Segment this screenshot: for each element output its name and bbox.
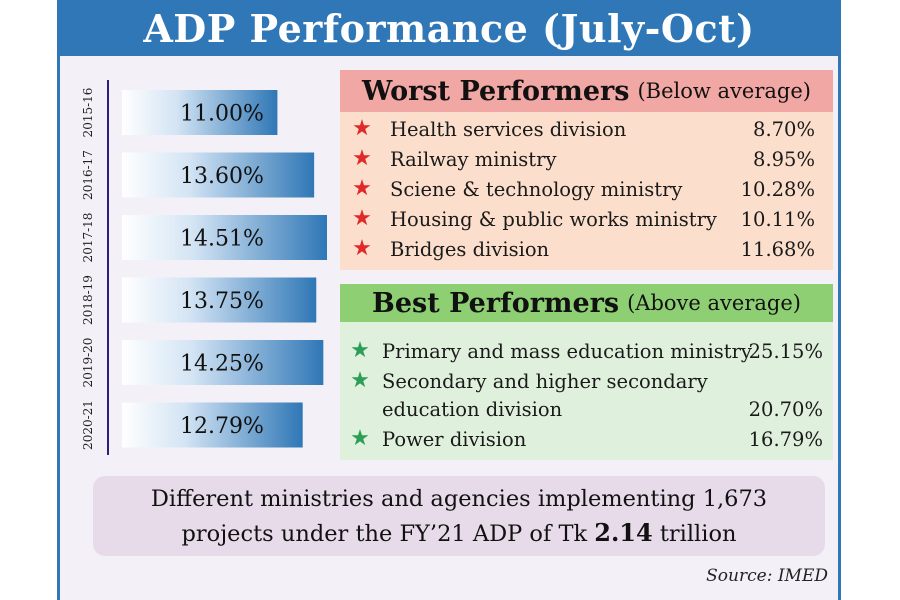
summary-amount: 2.14 bbox=[594, 518, 653, 547]
ministry-rate: 8.70% bbox=[753, 118, 815, 141]
ministry-name-continued: education division bbox=[382, 398, 563, 421]
best-performers-header: Best Performers (Above average) bbox=[340, 284, 833, 322]
worst-performers-panel: Worst Performers (Below average) ★ Healt… bbox=[340, 70, 833, 270]
bar-value-label: 11.00% bbox=[180, 102, 264, 127]
ministry-name: Sciene & technology ministry bbox=[390, 178, 683, 201]
ministry-name: Power division bbox=[382, 428, 527, 451]
ministry-rate: 10.11% bbox=[740, 208, 815, 231]
star-icon: ★ bbox=[352, 146, 372, 171]
ministry-name: Secondary and higher secondary bbox=[382, 370, 708, 393]
ministry-rate: 8.95% bbox=[753, 148, 815, 171]
year-label: 2017-18 bbox=[81, 213, 95, 263]
summary-note: Different ministries and agencies implem… bbox=[93, 476, 825, 556]
summary-line-2: projects under the FY’21 ADP of Tk 2.14 … bbox=[93, 516, 825, 551]
star-icon: ★ bbox=[352, 236, 372, 261]
adp-bar bbox=[122, 152, 315, 198]
year-label: 2015-16 bbox=[81, 88, 95, 138]
ministry-name: Primary and mass education ministry bbox=[382, 340, 752, 363]
bar-value-label: 14.51% bbox=[180, 227, 264, 252]
adp-bar bbox=[122, 402, 303, 448]
bar-value-label: 13.75% bbox=[180, 289, 264, 314]
year-label: 2018-19 bbox=[81, 275, 95, 325]
ministry-name: Railway ministry bbox=[390, 148, 557, 171]
year-label: 2016-17 bbox=[81, 150, 95, 200]
ministry-name: Health services division bbox=[390, 118, 627, 141]
ministry-rate: 16.79% bbox=[748, 428, 823, 451]
ministry-name: Housing & public works ministry bbox=[390, 208, 717, 231]
worst-performers-title: Worst Performers bbox=[362, 75, 630, 107]
ministry-rate: 20.70% bbox=[748, 398, 823, 421]
star-icon: ★ bbox=[352, 176, 372, 201]
title-bar: ADP Performance (July-Oct) bbox=[57, 0, 841, 56]
bar-value-label: 12.79% bbox=[180, 414, 264, 439]
adp-bar-chart: 2015-16 11.00% 2016-17 13.60% 2017-18 14.51% 2… bbox=[81, 80, 327, 455]
best-performers-title: Best Performers bbox=[372, 287, 620, 319]
adp-bar bbox=[122, 90, 278, 135]
star-icon: ★ bbox=[350, 368, 370, 393]
adp-bar bbox=[122, 340, 324, 385]
best-performers-panel: Best Performers (Above average) ★ Primar… bbox=[340, 284, 833, 460]
year-label: 2020-21 bbox=[81, 400, 95, 450]
page-title: ADP Performance (July-Oct) bbox=[143, 5, 755, 51]
ministry-name: Bridges division bbox=[390, 238, 550, 261]
ministry-rate: 10.28% bbox=[740, 178, 815, 201]
year-label: 2019-20 bbox=[81, 338, 95, 388]
bar-value-label: 14.25% bbox=[180, 352, 264, 377]
ministry-rate: 11.68% bbox=[740, 238, 815, 261]
adp-bar bbox=[122, 215, 327, 260]
source-credit: Source: IMED bbox=[706, 566, 828, 586]
bar-value-label: 13.60% bbox=[180, 164, 264, 189]
worst-performers-header: Worst Performers (Below average) bbox=[340, 70, 833, 112]
star-icon: ★ bbox=[350, 426, 370, 451]
summary-line-2-text: projects under the FY’21 ADP of Tk bbox=[181, 521, 588, 547]
ministry-rate: 25.15% bbox=[748, 340, 823, 363]
star-icon: ★ bbox=[352, 206, 372, 231]
star-icon: ★ bbox=[350, 338, 370, 363]
adp-bar bbox=[122, 277, 317, 323]
star-icon: ★ bbox=[352, 116, 372, 141]
best-performers-subtitle: (Above average) bbox=[627, 291, 801, 315]
worst-performers-subtitle: (Below average) bbox=[637, 79, 811, 103]
summary-unit: trillion bbox=[659, 521, 737, 547]
summary-line-1: Different ministries and agencies implem… bbox=[150, 486, 768, 512]
